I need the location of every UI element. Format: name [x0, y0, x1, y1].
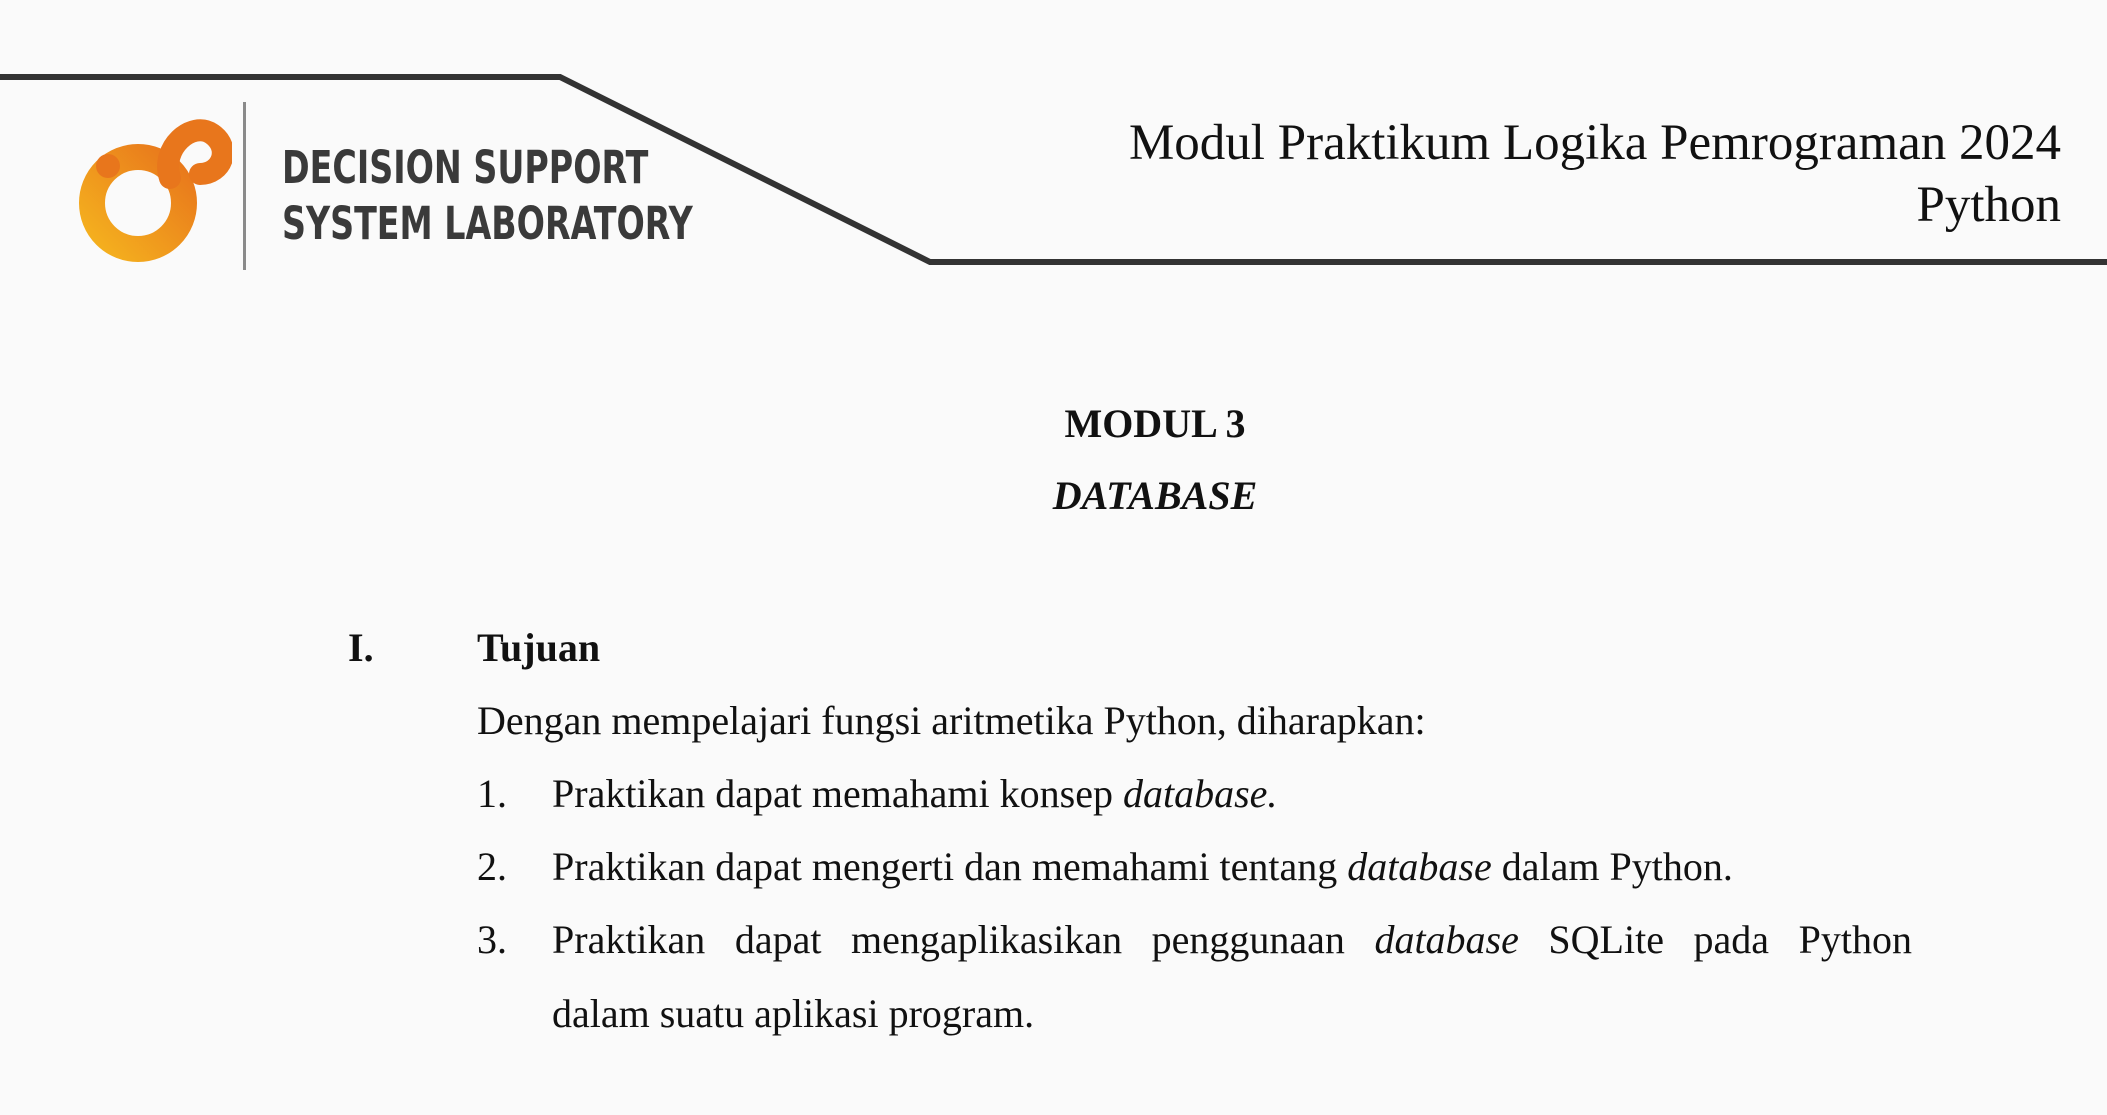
list-item-word: dapat [734, 917, 822, 962]
logo-divider [243, 102, 246, 270]
list-item-text: Praktikan dapat mengerti dan memahami te… [552, 843, 1733, 890]
module-header-line1: Modul Praktikum Logika Pemrograman 2024 [1128, 115, 2061, 171]
module-header-line2: Python [1916, 177, 2061, 233]
list-item-word: SQLite [1548, 917, 1664, 962]
list-item-text-plain: Praktikan dapat mengerti dan memahami te… [552, 844, 1348, 889]
list-item-text: Praktikan dapat mengaplikasikan pengguna… [552, 916, 1912, 963]
list-item-text-italic: database [1347, 844, 1492, 889]
list-item-word: Praktikan [552, 917, 706, 962]
lab-name: DECISION SUPPORT SYSTEM LABORATORY [282, 140, 693, 252]
list-item-text-after: dalam Python. [1491, 844, 1733, 889]
list-item-word: mengaplikasikan [851, 917, 1123, 962]
list-item-text-italic: database. [1122, 771, 1278, 816]
list-item-word: penggunaan [1151, 917, 1345, 962]
list-item-text-italic: database [1374, 917, 1519, 962]
section-number: I. [348, 625, 374, 670]
list-item-word: Python [1798, 917, 1912, 962]
module-header-title: Modul Praktikum Logika Pemrograman 2024 … [1129, 112, 2061, 236]
header-rule [0, 74, 2107, 265]
module-topic: DATABASE [1052, 473, 1258, 518]
section-intro: Dengan mempelajari fungsi aritmetika Pyt… [477, 698, 1426, 743]
section-heading: Tujuan [477, 625, 601, 670]
lab-name-line2: SYSTEM LABORATORY [282, 197, 693, 250]
list-item-number: 2. [477, 844, 507, 889]
list-item-word: pada [1693, 917, 1770, 962]
lab-logo-icon [79, 119, 232, 262]
list-item-continuation: dalam suatu aplikasi program. [552, 991, 1035, 1036]
list-item-text: Praktikan dapat memahami konsep database… [552, 770, 1277, 817]
list-item-text-plain: Praktikan dapat memahami konsep [552, 771, 1123, 816]
list-item-number: 3. [477, 917, 507, 962]
lab-name-line1: DECISION SUPPORT [282, 141, 649, 194]
module-number: MODUL 3 [1064, 401, 1246, 446]
list-item-number: 1. [477, 771, 507, 816]
